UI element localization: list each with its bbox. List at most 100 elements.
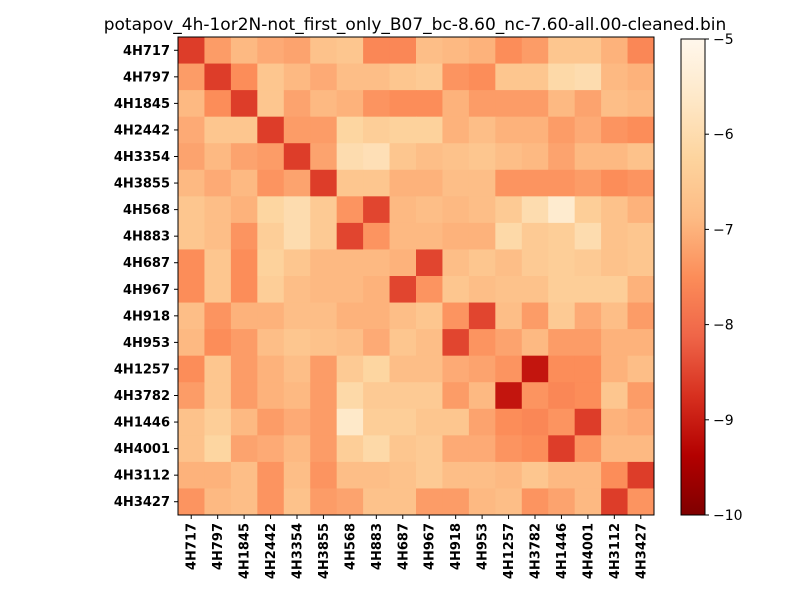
heatmap-cell <box>363 355 391 383</box>
heatmap-cell <box>230 90 258 118</box>
heatmap-cell <box>310 169 338 197</box>
heatmap-cell <box>389 435 417 463</box>
heatmap-cell <box>230 461 258 489</box>
heatmap-cell <box>468 90 496 118</box>
heatmap-cell <box>495 276 523 304</box>
heatmap-cell <box>363 408 391 436</box>
plot-frame <box>177 36 655 516</box>
heatmap-cell <box>521 461 549 489</box>
heatmap-cell <box>627 329 655 357</box>
heatmap-cell <box>495 222 523 250</box>
heatmap-cell <box>442 435 470 463</box>
heatmap-cell <box>548 249 576 277</box>
row-tick-label: 4H3855 <box>114 177 170 192</box>
heatmap-cell <box>574 90 602 118</box>
colorbar-tick-label: −8 <box>713 318 734 334</box>
heatmap-cell <box>468 408 496 436</box>
heatmap-cell <box>283 355 311 383</box>
heatmap-cell <box>283 143 311 171</box>
heatmap-cell <box>521 63 549 91</box>
heatmap-cell <box>204 435 232 463</box>
row-tick-label: 4H1257 <box>114 362 170 377</box>
heatmap-cell <box>283 196 311 224</box>
heatmap-cell <box>363 276 391 304</box>
heatmap-cell <box>601 37 629 65</box>
heatmap-cell <box>521 382 549 410</box>
heatmap-cell <box>257 249 285 277</box>
heatmap-cell <box>283 435 311 463</box>
row-tick-label: 4H3427 <box>114 495 170 510</box>
heatmap-cell <box>204 143 232 171</box>
heatmap-cell <box>627 435 655 463</box>
heatmap-cell <box>204 302 232 330</box>
heatmap-cell <box>548 143 576 171</box>
heatmap-cell <box>468 302 496 330</box>
row-tick-label: 4H568 <box>123 203 170 218</box>
heatmap-cell <box>230 435 258 463</box>
heatmap-cell <box>574 329 602 357</box>
colorbar-tick-label: −5 <box>713 32 734 48</box>
heatmap-cell <box>495 37 523 65</box>
heatmap-cell <box>230 222 258 250</box>
heatmap-cell <box>548 302 576 330</box>
heatmap-cell <box>574 37 602 65</box>
heatmap-cell <box>178 196 205 224</box>
heatmap-cell <box>548 382 576 410</box>
heatmap-cell <box>495 90 523 118</box>
heatmap-cell <box>257 461 285 489</box>
heatmap-cell <box>257 488 285 516</box>
heatmap-cell <box>257 37 285 65</box>
heatmap-cell <box>363 143 391 171</box>
heatmap-cell <box>521 355 549 383</box>
heatmap-cell <box>521 143 549 171</box>
heatmap-cell <box>416 329 443 357</box>
heatmap-cell <box>574 302 602 330</box>
col-tick-label: 4H717 <box>185 523 200 570</box>
heatmap-cell <box>363 37 391 65</box>
heatmap-cell <box>574 116 602 144</box>
heatmap-cell <box>230 249 258 277</box>
heatmap-cell <box>363 382 391 410</box>
heatmap-cell <box>257 408 285 436</box>
heatmap-cell <box>336 382 364 410</box>
heatmap-cell <box>336 116 364 144</box>
heatmap-cell <box>601 169 629 197</box>
heatmap-cell <box>336 63 364 91</box>
heatmap-cell <box>363 196 391 224</box>
heatmap-cell <box>389 63 417 91</box>
heatmap-cell <box>495 196 523 224</box>
heatmap-cell <box>363 90 391 118</box>
heatmap-cell <box>178 488 205 516</box>
heatmap-cell <box>389 116 417 144</box>
heatmap-cell <box>389 222 417 250</box>
heatmap-cell <box>601 355 629 383</box>
heatmap-cell <box>495 408 523 436</box>
row-tick-label: 4H918 <box>123 309 170 324</box>
heatmap-cell <box>389 169 417 197</box>
heatmap-cell <box>574 196 602 224</box>
col-tick-label: 4H1446 <box>555 523 570 579</box>
col-tick-label: 4H2442 <box>264 523 279 579</box>
heatmap-cell <box>627 249 655 277</box>
heatmap-cell <box>548 116 576 144</box>
heatmap-cell <box>336 355 364 383</box>
heatmap-cell <box>416 302 443 330</box>
heatmap-cell <box>336 143 364 171</box>
heatmap-cell <box>416 143 443 171</box>
row-tick-label: 4H717 <box>123 44 170 59</box>
heatmap-cell <box>468 488 496 516</box>
heatmap-cell <box>178 329 205 357</box>
heatmap-cell <box>283 37 311 65</box>
heatmap-cell <box>178 63 205 91</box>
heatmap-cell <box>389 37 417 65</box>
heatmap-cell <box>204 329 232 357</box>
heatmap-cell <box>495 355 523 383</box>
heatmap-cell <box>230 37 258 65</box>
row-tick-label: 4H1446 <box>114 416 170 431</box>
heatmap-cell <box>442 169 470 197</box>
heatmap-cell <box>548 169 576 197</box>
heatmap-cell <box>336 196 364 224</box>
heatmap-cell <box>574 169 602 197</box>
heatmap-cell <box>548 90 576 118</box>
